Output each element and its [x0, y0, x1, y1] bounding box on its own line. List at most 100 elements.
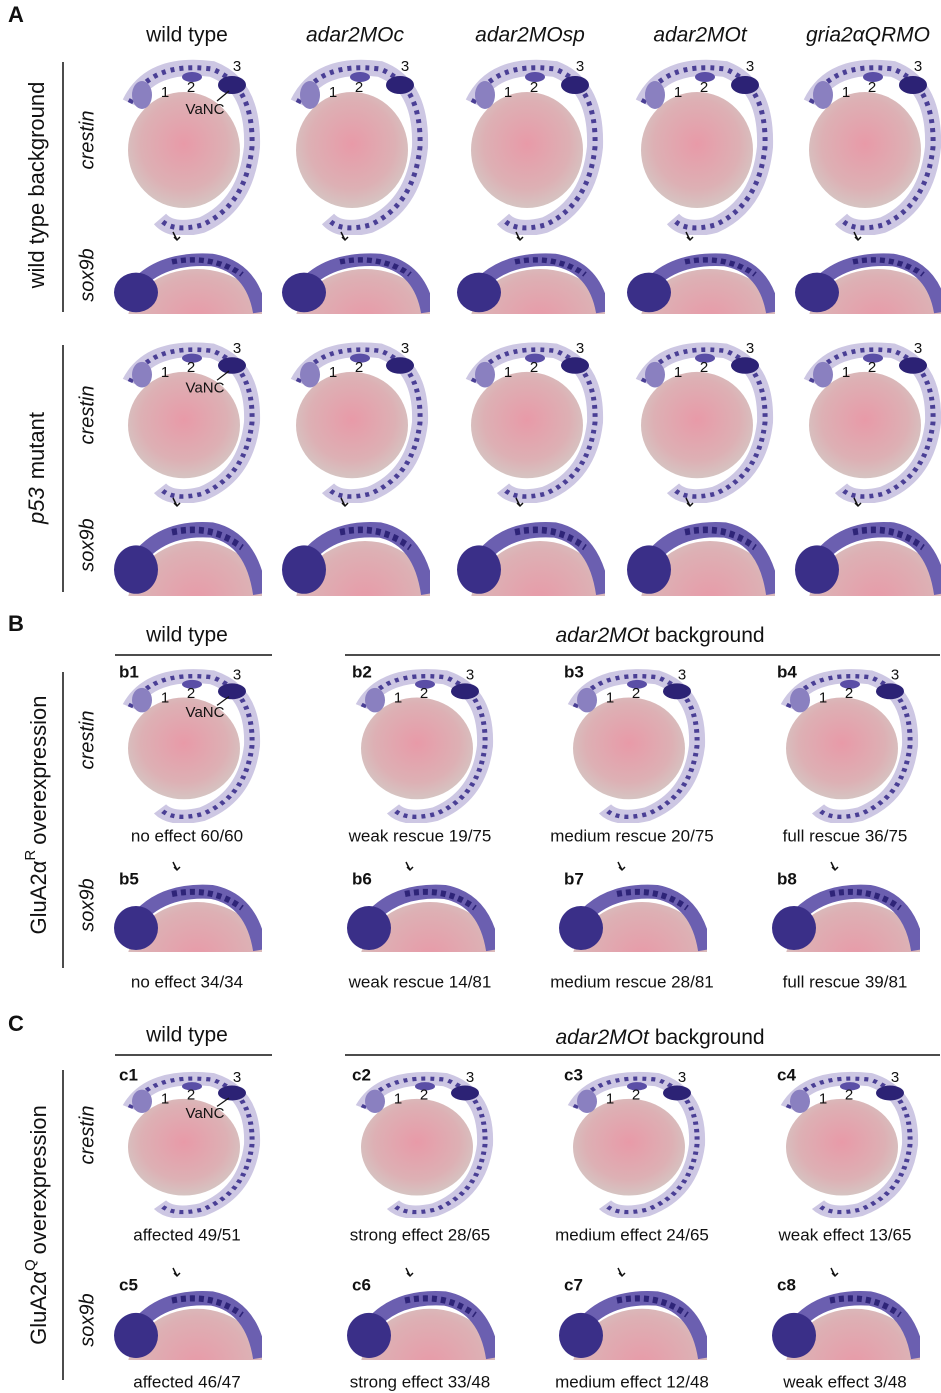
marker: 3 — [466, 1069, 474, 1086]
sub-label: c1 — [119, 1065, 138, 1084]
row-label: sox9b — [76, 248, 98, 301]
column-header: adar2MOt — [653, 24, 748, 47]
arrow — [618, 1268, 625, 1276]
caption: affected 49/51 — [133, 1225, 240, 1244]
marker: 1 — [504, 364, 512, 381]
marker: 1 — [606, 1091, 614, 1108]
caption: no effect 60/60 — [131, 826, 243, 845]
marker: 3 — [233, 340, 241, 357]
row-label: crestin — [76, 386, 98, 445]
sub-label: c5 — [119, 1275, 138, 1294]
side-part: GluA2α — [26, 860, 51, 934]
arrow — [831, 1268, 838, 1276]
sub-label: b5 — [119, 869, 139, 888]
group-label: p53mutant — [24, 412, 49, 525]
marker: VaNC — [186, 1105, 225, 1122]
marker: 3 — [576, 58, 584, 75]
caption: weak rescue 19/75 — [348, 826, 492, 845]
caption: weak effect 13/65 — [778, 1225, 912, 1244]
sub-label: b3 — [564, 662, 584, 681]
caption: no effect 34/34 — [131, 972, 243, 991]
sub-label: b7 — [564, 869, 584, 888]
header-part: background — [655, 1026, 765, 1049]
caption: medium rescue 28/81 — [550, 972, 713, 991]
figure: A wild type background p53mutant crestin… — [0, 0, 941, 1393]
arrow — [406, 1268, 413, 1276]
group-label: wild type background — [24, 82, 49, 290]
marker: 3 — [891, 667, 899, 684]
marker: 1 — [674, 364, 682, 381]
marker: 1 — [842, 84, 850, 101]
marker: 2 — [530, 79, 538, 96]
caption: weak effect 3/48 — [782, 1372, 907, 1391]
side-label: GluA2αRoverexpression — [22, 696, 51, 935]
side-part: GluA2α — [26, 1271, 51, 1345]
header-part: background — [655, 624, 765, 647]
marker: 3 — [233, 58, 241, 75]
panel-label: B — [8, 611, 24, 636]
row-label: crestin — [76, 711, 98, 770]
embryo-image — [347, 892, 500, 1026]
marker: 2 — [700, 79, 708, 96]
caption: weak rescue 14/81 — [348, 972, 492, 991]
marker: 2 — [420, 1086, 428, 1103]
marker: VaNC — [186, 704, 225, 721]
panel-label: A — [8, 2, 24, 27]
column-header: adar2MOsp — [475, 24, 585, 47]
marker: 3 — [401, 58, 409, 75]
pointer — [217, 91, 229, 101]
row-label: crestin — [76, 111, 98, 170]
marker: 1 — [819, 689, 827, 706]
embryo-image — [114, 892, 267, 1026]
marker: 2 — [187, 685, 195, 702]
panel-label: C — [8, 1011, 24, 1036]
marker: 1 — [161, 689, 169, 706]
marker: VaNC — [186, 101, 225, 118]
group-label-part: mutant — [24, 412, 49, 479]
marker: 2 — [632, 1086, 640, 1103]
side-part: R — [22, 850, 39, 861]
marker: 2 — [187, 359, 195, 376]
marker: 3 — [401, 340, 409, 357]
sub-label: c2 — [352, 1065, 371, 1084]
caption: full rescue 39/81 — [783, 972, 908, 991]
marker: 3 — [466, 667, 474, 684]
marker: 1 — [161, 364, 169, 381]
side-part: overexpression — [26, 1105, 51, 1254]
column-header: wild type — [145, 1024, 228, 1047]
marker: 1 — [842, 364, 850, 381]
sub-label: c7 — [564, 1275, 583, 1294]
sub-label: c6 — [352, 1275, 371, 1294]
caption: medium effect 12/48 — [555, 1372, 709, 1391]
marker: 3 — [678, 1069, 686, 1086]
marker: 1 — [329, 364, 337, 381]
row-label: sox9b — [76, 878, 98, 931]
marker: 3 — [746, 340, 754, 357]
marker: 1 — [819, 1091, 827, 1108]
marker: 3 — [914, 340, 922, 357]
side-part: overexpression — [26, 696, 51, 845]
caption: strong effect 28/65 — [350, 1225, 491, 1244]
caption: medium effect 24/65 — [555, 1225, 709, 1244]
column-header: wild type — [145, 24, 228, 47]
sub-label: c3 — [564, 1065, 583, 1084]
arrow — [173, 1268, 180, 1276]
marker: 3 — [233, 1069, 241, 1086]
marker: 1 — [394, 689, 402, 706]
marker: 1 — [674, 84, 682, 101]
marker: 1 — [606, 689, 614, 706]
embryo-image — [772, 892, 925, 1026]
marker: 3 — [678, 667, 686, 684]
arrow — [831, 862, 838, 870]
side-part: Q — [22, 1259, 39, 1271]
marker: 2 — [355, 79, 363, 96]
marker: 3 — [914, 58, 922, 75]
caption: medium rescue 20/75 — [550, 826, 713, 845]
sub-label: b2 — [352, 662, 372, 681]
row-label: sox9b — [76, 518, 98, 571]
marker: 2 — [632, 685, 640, 702]
marker: 2 — [530, 359, 538, 376]
marker: 3 — [233, 667, 241, 684]
